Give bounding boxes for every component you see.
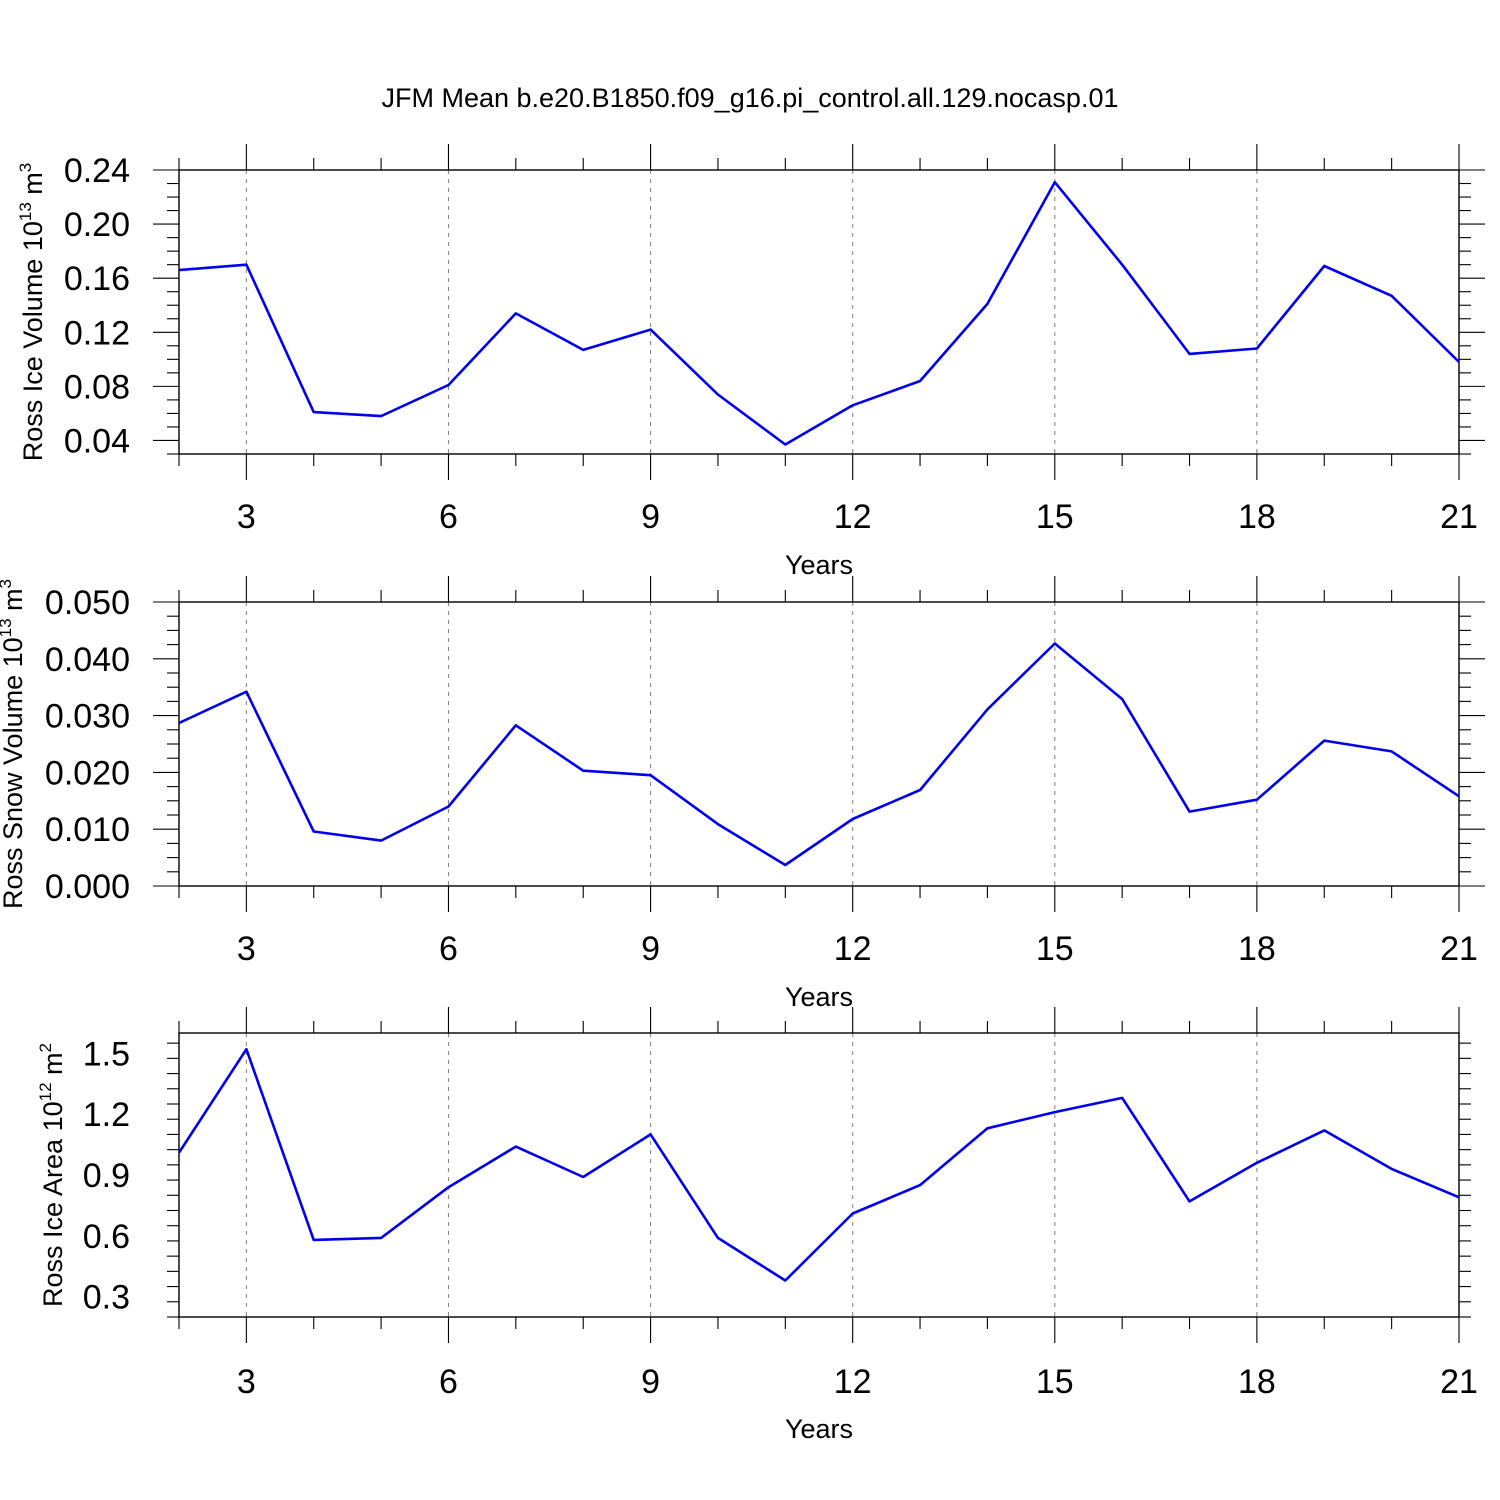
y-tick-label: 0.010 — [45, 811, 130, 849]
x-tick-label: 6 — [439, 498, 458, 536]
y-tick-label: 0.000 — [45, 868, 130, 906]
y-tick-label: 0.040 — [45, 641, 130, 679]
x-tick-label: 15 — [1036, 498, 1074, 536]
x-tick-label: 9 — [641, 930, 660, 968]
y-axis-label: Ross Ice Area 1012 m2 — [36, 1043, 68, 1307]
chart-panel-1: 3 6 9 12 15 18 21 0.04 0.08 0.12 0.16 0.20 0.24 Years… — [16, 144, 1485, 580]
x-tick-label: 15 — [1036, 930, 1074, 968]
x-tick-label: 21 — [1440, 498, 1478, 536]
y-tick-label: 0.020 — [45, 754, 130, 792]
y-axis-label: Ross Snow Volume 1013 m3 — [0, 579, 28, 909]
x-tick-label: 15 — [1036, 1363, 1074, 1401]
x-tick-label: 21 — [1440, 1363, 1478, 1401]
series-line — [178, 180, 1460, 446]
y-tick-label: 0.20 — [64, 206, 130, 244]
chart-panel-3: 3 6 9 12 15 18 21 0.3 0.6 0.9 1.2 1.5 Years Ross Ice … — [36, 1007, 1478, 1444]
y-tick-label: 0.050 — [45, 584, 130, 622]
x-tick-label: 3 — [237, 930, 256, 968]
y-tick-label: 0.030 — [45, 698, 130, 736]
y-tick-label: 1.5 — [83, 1035, 130, 1073]
plot-frame — [178, 1032, 1460, 1318]
chart-title: JFM Mean b.e20.B1850.f09_g16.pi_control.… — [381, 83, 1118, 113]
x-tick-label: 18 — [1238, 930, 1276, 968]
x-tick-label: 12 — [834, 498, 872, 536]
y-axis-label: Ross Ice Volume 1013 m3 — [16, 163, 48, 462]
x-tick-label: 3 — [237, 1363, 256, 1401]
x-tick-label: 3 — [237, 498, 256, 536]
series-line — [178, 642, 1460, 867]
x-tick-label: 6 — [439, 930, 458, 968]
x-axis-label: Years — [785, 550, 853, 580]
x-axis-label: Years — [785, 1414, 853, 1444]
x-tick-label: 9 — [641, 498, 660, 536]
series-line — [177, 1047, 1460, 1282]
x-tick-label: 6 — [439, 1363, 458, 1401]
y-tick-label: 0.6 — [83, 1218, 130, 1256]
x-tick-label: 18 — [1238, 498, 1276, 536]
y-tick-label: 1.2 — [83, 1096, 130, 1134]
x-axis-label: Years — [785, 982, 853, 1012]
y-tick-label: 0.08 — [64, 368, 130, 406]
x-tick-label: 21 — [1440, 930, 1478, 968]
chart-panel-2: 3 6 9 12 15 18 21 0.000 0.010 0.020 0.030 0.040 0.05… — [0, 576, 1485, 1012]
plot-frame — [178, 169, 1460, 455]
y-tick-label: 0.9 — [83, 1157, 130, 1195]
x-tick-label: 12 — [834, 1363, 872, 1401]
x-tick-label: 9 — [641, 1363, 660, 1401]
y-tick-label: 0.24 — [64, 152, 130, 190]
y-tick-label: 0.04 — [64, 422, 130, 460]
x-tick-label: 18 — [1238, 1363, 1276, 1401]
y-tick-label: 0.3 — [83, 1279, 130, 1317]
y-tick-label: 0.16 — [64, 260, 130, 298]
y-tick-label: 0.12 — [64, 314, 130, 352]
x-tick-label: 12 — [834, 930, 872, 968]
